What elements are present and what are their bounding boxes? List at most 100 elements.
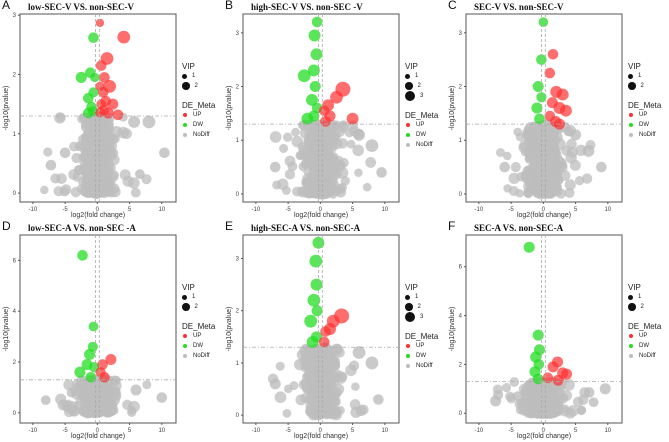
point-nodiff	[40, 395, 51, 405]
point-nodiff	[352, 144, 364, 157]
point-nodiff	[558, 162, 568, 173]
point-up	[556, 88, 569, 101]
point-nodiff	[142, 380, 152, 390]
point-nodiff	[574, 176, 585, 186]
nodiff-dot-icon	[406, 364, 410, 368]
point-nodiff	[512, 391, 523, 402]
point-nodiff	[69, 407, 78, 417]
y-tick-label: 2	[459, 362, 463, 368]
point-nodiff	[501, 383, 512, 393]
point-nodiff	[582, 145, 595, 157]
point-nodiff	[293, 358, 306, 371]
point-nodiff	[57, 399, 69, 411]
point-nodiff	[490, 395, 502, 407]
x-axis-label: log2(fold change)	[517, 433, 571, 440]
de-legend-label: UP	[639, 333, 648, 339]
point-nodiff	[59, 186, 70, 197]
point-nodiff	[541, 144, 553, 156]
point-up	[561, 368, 573, 380]
point-nodiff	[503, 151, 512, 161]
vip-level-label: 1	[638, 294, 642, 300]
vip-legend-item: 2	[405, 81, 438, 91]
vip-legend-title: VIP	[182, 62, 195, 71]
point-dw	[90, 72, 100, 83]
point-nodiff	[542, 405, 553, 417]
x-tick-label: -5	[508, 207, 514, 213]
de-legend-label: NoDiff	[639, 353, 656, 359]
panel-title: low-SEC-A VS. non-SEC -A	[28, 223, 136, 233]
de-legend-title: DE_Meta	[405, 332, 439, 341]
point-nodiff	[552, 172, 563, 183]
points	[40, 18, 170, 199]
vip-size-icon	[405, 73, 410, 79]
vip-level-label: 2	[640, 304, 644, 310]
x-tick-label: 0	[542, 207, 546, 213]
point-nodiff	[295, 150, 305, 161]
point-dw	[88, 32, 99, 44]
point-nodiff	[354, 168, 363, 177]
point-nodiff	[304, 393, 316, 405]
vip-level-label: 1	[415, 294, 419, 300]
vip-level-label: 2	[417, 83, 421, 89]
point-dw	[74, 366, 86, 378]
point-nodiff	[508, 172, 520, 185]
point-nodiff	[135, 169, 145, 179]
plot-svg: -10 -5 0 5 10 0 1 2 3 log2(fold change) -log10(pva…	[226, 234, 400, 440]
de-legend-label: DW	[416, 353, 426, 359]
y-tick-label: 0	[459, 192, 463, 198]
de-legend-label: DW	[193, 122, 203, 128]
point-up	[346, 112, 359, 125]
de-legend-item-dw: DW	[405, 130, 438, 140]
panel-title: high-SEC-V VS. non-SEC -V	[251, 2, 363, 12]
point-nodiff	[532, 141, 543, 152]
vip-legend-item: 1	[405, 71, 438, 81]
de-legend-label: UP	[193, 112, 202, 118]
panel-letter: E	[225, 219, 234, 233]
up-dot-icon	[406, 123, 410, 127]
x-tick-label: 10	[158, 428, 165, 434]
point-up	[320, 326, 331, 337]
point-nodiff	[283, 132, 293, 142]
point-nodiff	[588, 397, 599, 408]
x-tick-label: -10	[475, 207, 484, 213]
y-tick-label: 3	[13, 13, 17, 19]
vip-size-icon	[182, 303, 190, 311]
point-nodiff	[331, 120, 342, 131]
point-nodiff	[521, 172, 533, 184]
y-tick-label: 2	[236, 309, 240, 315]
points	[269, 16, 387, 200]
de-legend-item-up: UP	[182, 110, 215, 120]
volcano-panel-c: C SEC-V VS. non-SEC-V -10 -5 0 5 10 0 1 2 3 log2(f…	[446, 0, 669, 221]
point-nodiff	[327, 408, 339, 420]
point-nodiff	[109, 148, 119, 158]
x-axis-label: log2(fold change)	[294, 212, 348, 219]
plot-svg: -10 -5 0 5 10 0 1 2 3 log2(fold change) -log10(pva…	[226, 13, 400, 219]
point-nodiff	[279, 143, 289, 153]
point-nodiff	[269, 131, 282, 143]
de-legend-item-up: UP	[182, 331, 215, 341]
panel-letter: A	[2, 0, 11, 12]
point-up	[112, 109, 124, 121]
de-legend-item-up: UP	[628, 331, 661, 341]
up-dot-icon	[629, 334, 633, 338]
point-up	[320, 116, 331, 127]
up-dot-icon	[183, 334, 187, 338]
point-nodiff	[352, 346, 366, 359]
plot-svg: -10 -5 0 5 10 0 1 2 3 log2(fold change) -log10(pva…	[449, 13, 623, 219]
x-tick-label: 5	[351, 207, 355, 213]
vip-legend-title: VIP	[628, 62, 641, 71]
point-nodiff	[109, 405, 119, 416]
point-dw	[307, 293, 321, 307]
vip-size-icon	[182, 294, 187, 300]
point-nodiff	[269, 378, 281, 390]
point-nodiff	[581, 173, 593, 184]
point-nodiff	[572, 396, 584, 408]
de-legend-item-nodiff: NoDiff	[628, 351, 661, 361]
point-nodiff	[282, 409, 292, 418]
de-legend-label: DW	[416, 132, 426, 138]
de-legend-item-up: UP	[628, 110, 661, 120]
point-nodiff	[510, 162, 521, 173]
x-tick-label: 0	[319, 207, 323, 213]
x-axis-label: log2(fold change)	[71, 212, 125, 219]
up-dot-icon	[629, 113, 633, 117]
